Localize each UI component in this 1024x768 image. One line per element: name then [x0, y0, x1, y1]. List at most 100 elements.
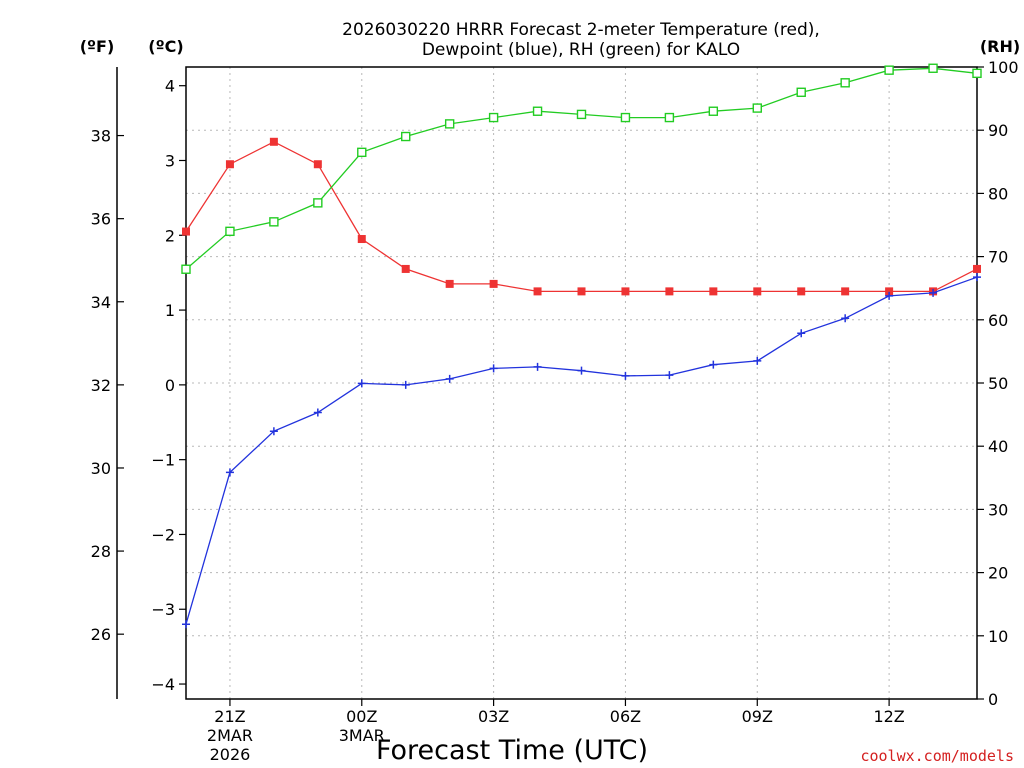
- chart-title-line1: 2026030220 HRRR Forecast 2-meter Tempera…: [342, 20, 820, 40]
- dewpoint-point: [665, 371, 674, 380]
- rh-tick-label: 40: [988, 437, 1008, 456]
- temperature-series-line: [185, 141, 978, 293]
- x-tick-label: 06Z: [610, 707, 641, 726]
- rh-point: [181, 264, 191, 274]
- x-tick-date: 3MAR: [339, 726, 385, 745]
- celsius-unit-label: (ºC): [148, 37, 183, 56]
- temperature-point: [797, 287, 806, 296]
- rh-tick-label: 100: [988, 58, 1019, 77]
- chart-title-line2: Dewpoint (blue), RH (green) for KALO: [422, 40, 740, 60]
- credit-text: coolwx.com/models: [860, 747, 1014, 765]
- rh-point: [972, 68, 982, 79]
- temperature-point: [577, 287, 586, 296]
- temperature-point: [269, 137, 278, 146]
- rh-series-line: [185, 67, 978, 270]
- temperature-point: [489, 279, 498, 288]
- x-tick-label: 03Z: [478, 707, 509, 726]
- fahrenheit-tick-label: 38: [91, 127, 111, 146]
- rh-point: [576, 109, 587, 120]
- temperature-point: [182, 227, 190, 236]
- rh-point: [313, 198, 323, 208]
- celsius-tick-label: 4: [165, 77, 175, 96]
- temperature-point: [973, 264, 981, 273]
- celsius-tick-label: −3: [151, 600, 175, 619]
- rh-point: [796, 87, 806, 97]
- temperature-point: [445, 279, 454, 288]
- temperature-point: [357, 235, 366, 244]
- fahrenheit-tick-label: 34: [91, 293, 111, 312]
- fahrenheit-tick-label: 30: [91, 459, 111, 478]
- rh-point: [620, 112, 631, 123]
- rh-point: [269, 217, 279, 227]
- rh-point: [444, 119, 455, 129]
- rh-point: [840, 78, 850, 88]
- x-tick-date: 2MAR: [207, 726, 253, 745]
- dewpoint-point: [401, 380, 410, 389]
- dewpoint-point: [489, 364, 498, 373]
- rh-tick-label: 90: [988, 121, 1008, 140]
- celsius-tick-label: 3: [165, 151, 175, 170]
- x-tick-label: 00Z: [346, 707, 377, 726]
- temperature-point: [665, 287, 674, 296]
- celsius-tick-label: −2: [151, 525, 175, 544]
- rh-tick-label: 20: [988, 564, 1008, 583]
- fahrenheit-tick-label: 26: [91, 625, 111, 644]
- rh-point: [357, 147, 367, 158]
- rh-point: [532, 106, 543, 116]
- fahrenheit-tick-label: 36: [91, 210, 111, 229]
- rh-tick-label: 0: [988, 690, 998, 709]
- temperature-point: [841, 287, 850, 296]
- dewpoint-point: [357, 379, 366, 388]
- x-tick-label: 09Z: [742, 707, 773, 726]
- celsius-tick-label: 1: [165, 301, 175, 320]
- rh-point: [401, 131, 411, 142]
- fahrenheit-tick-label: 28: [91, 542, 111, 561]
- dewpoint-point: [182, 620, 190, 629]
- temperature-point: [313, 160, 322, 169]
- rh-tick-label: 80: [988, 184, 1008, 203]
- x-tick-label: 12Z: [873, 707, 904, 726]
- rh-tick-label: 10: [988, 627, 1008, 646]
- x-axis-title: Forecast Time (UTC): [376, 735, 648, 766]
- rh-point: [664, 112, 675, 123]
- rh-point: [752, 103, 762, 113]
- celsius-tick-label: −1: [151, 451, 175, 470]
- temperature-point: [225, 160, 234, 169]
- dewpoint-point: [621, 371, 630, 380]
- rh-tick-label: 60: [988, 311, 1008, 330]
- temperature-point: [401, 264, 410, 273]
- dewpoint-point: [445, 374, 454, 383]
- x-tick-label: 21Z: [214, 707, 245, 726]
- temperature-point: [621, 287, 630, 296]
- dewpoint-point: [885, 291, 894, 300]
- dewpoint-point: [225, 468, 234, 477]
- rh-point: [928, 63, 938, 73]
- dewpoint-point: [753, 356, 762, 365]
- rh-point: [488, 112, 499, 123]
- celsius-tick-label: 2: [165, 226, 175, 245]
- rh-unit-label: (RH): [980, 37, 1020, 56]
- rh-tick-label: 70: [988, 248, 1008, 267]
- fahrenheit-tick-label: 32: [91, 376, 111, 395]
- dewpoint-point: [313, 408, 322, 417]
- dewpoint-point: [797, 329, 806, 338]
- rh-point: [708, 106, 719, 116]
- dewpoint-point: [709, 360, 718, 369]
- temperature-point: [885, 287, 894, 296]
- fahrenheit-unit-label: (ºF): [80, 37, 115, 56]
- celsius-tick-label: 0: [165, 376, 175, 395]
- dewpoint-point: [533, 362, 542, 371]
- dewpoint-point: [973, 273, 981, 282]
- dewpoint-point: [269, 427, 278, 436]
- dewpoint-point: [841, 314, 850, 323]
- rh-point: [884, 65, 894, 75]
- rh-point: [225, 226, 235, 237]
- temperature-point: [533, 287, 542, 296]
- dewpoint-point: [929, 288, 938, 297]
- series: [181, 63, 982, 629]
- celsius-tick-label: −4: [151, 675, 175, 694]
- temperature-point: [709, 287, 718, 296]
- x-tick-year: 2026: [210, 745, 251, 764]
- rh-tick-label: 50: [988, 374, 1008, 393]
